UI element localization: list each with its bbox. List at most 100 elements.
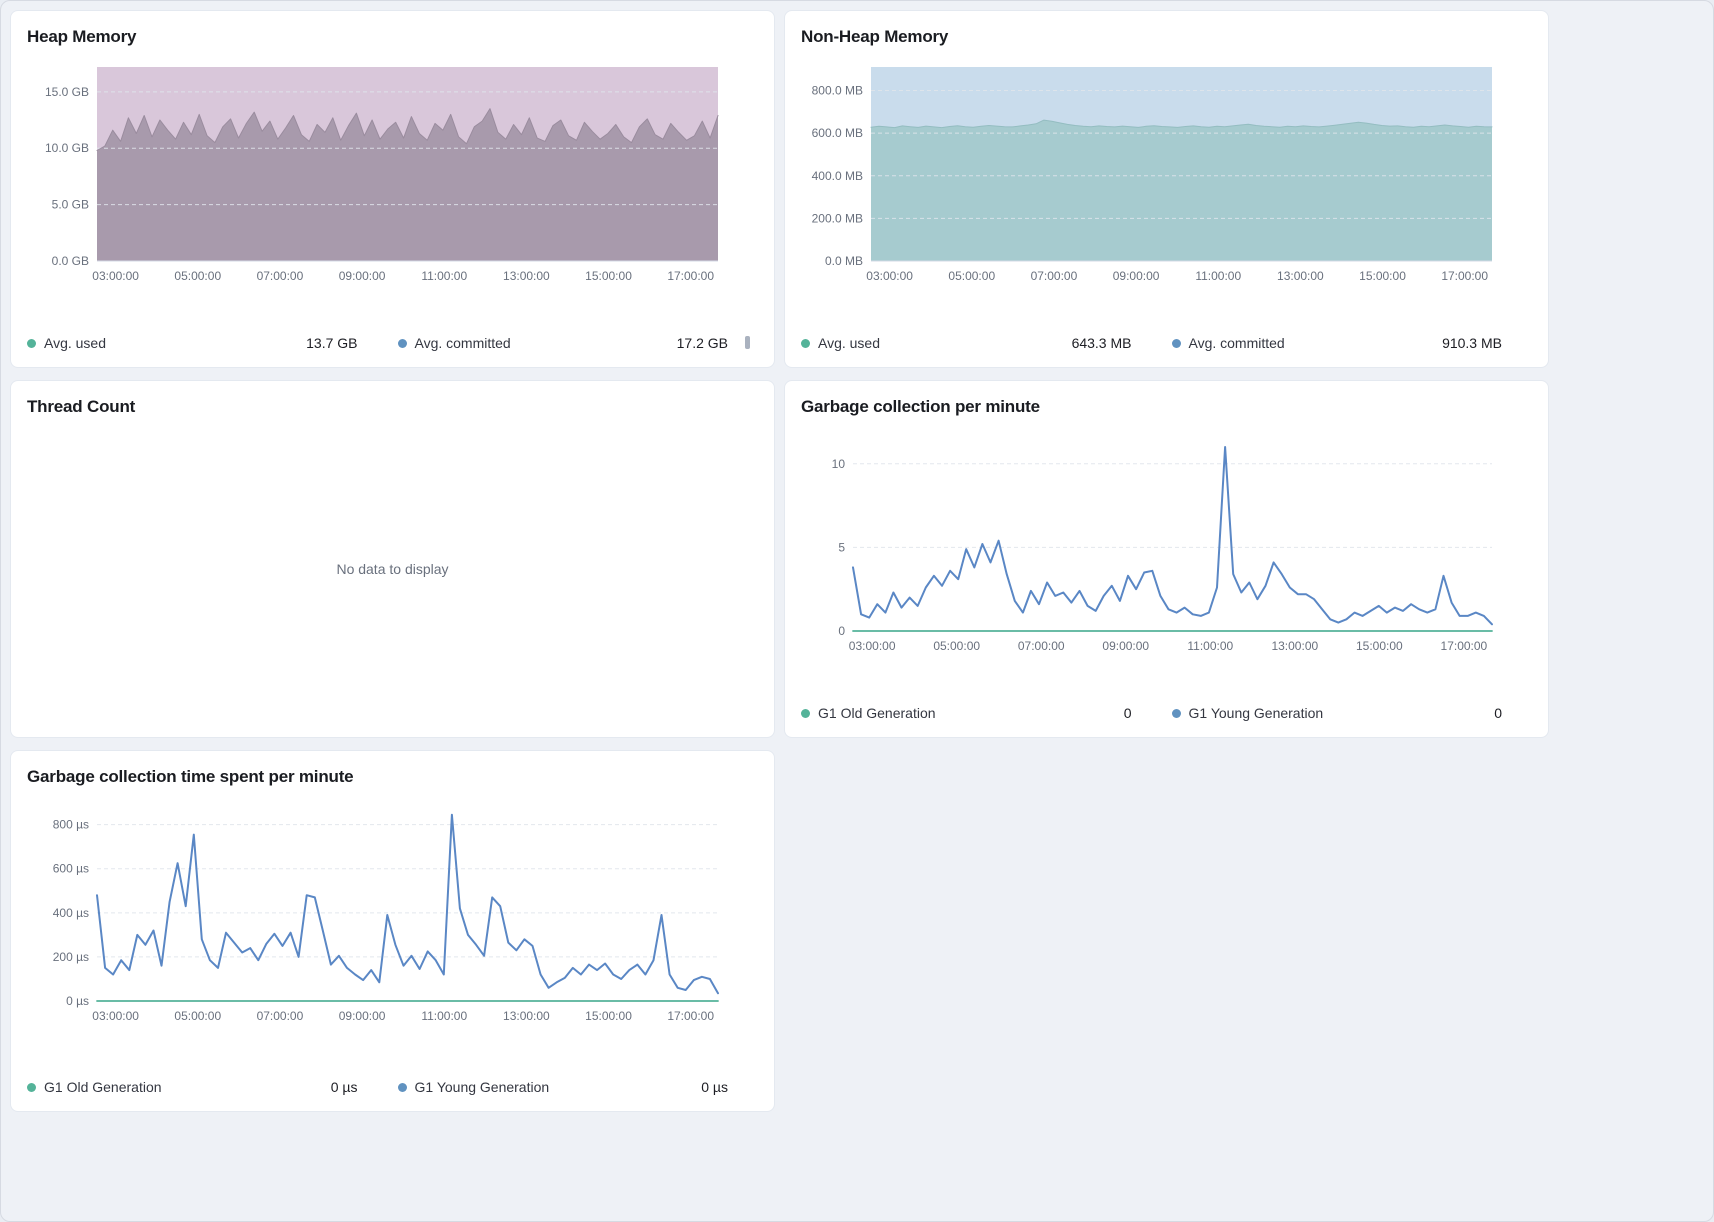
svg-text:13:00:00: 13:00:00	[503, 1009, 550, 1023]
svg-text:15:00:00: 15:00:00	[585, 1009, 632, 1023]
legend-label: G1 Young Generation	[1188, 705, 1324, 721]
svg-text:5.0 GB: 5.0 GB	[52, 198, 89, 212]
svg-text:05:00:00: 05:00:00	[174, 269, 221, 283]
legend-item-avg-committed[interactable]: Avg. committed 17.2 GB	[397, 335, 728, 351]
svg-text:07:00:00: 07:00:00	[257, 1009, 304, 1023]
legend-item-avg-committed[interactable]: Avg. committed 910.3 MB	[1171, 335, 1502, 351]
panel-title-non-heap-memory: Non-Heap Memory	[801, 27, 949, 46]
panel-title-gc-per-minute: Garbage collection per minute	[801, 397, 1040, 416]
legend-scrollbar[interactable]	[745, 336, 750, 349]
legend-dot-icon	[27, 1082, 36, 1092]
svg-text:07:00:00: 07:00:00	[257, 269, 304, 283]
svg-text:11:00:00: 11:00:00	[1187, 639, 1233, 653]
dashboard-grid: Heap Memory 0.0 GB 5.0 GB 10.0 GB 15.0 GB 03…	[10, 10, 1704, 1112]
svg-text:0.0 MB: 0.0 MB	[825, 254, 863, 268]
svg-text:800.0 MB: 800.0 MB	[812, 84, 863, 98]
legend-gc-time-spent: G1 Old Generation 0 µs G1 Young Generati…	[27, 1079, 758, 1095]
panel-title-gc-time-spent: Garbage collection time spent per minute	[27, 767, 354, 786]
svg-text:17:00:00: 17:00:00	[667, 1009, 714, 1023]
legend-value: 17.2 GB	[676, 335, 728, 351]
svg-text:13:00:00: 13:00:00	[503, 269, 550, 283]
svg-text:15.0 GB: 15.0 GB	[45, 85, 89, 99]
svg-text:03:00:00: 03:00:00	[92, 1009, 139, 1023]
legend-item-g1-old-generation[interactable]: G1 Old Generation 0	[801, 705, 1132, 721]
svg-text:09:00:00: 09:00:00	[339, 1009, 386, 1023]
legend-dot-icon	[801, 708, 810, 718]
panel-gc-per-minute: Garbage collection per minute 0 5 10 03:00:…	[784, 380, 1549, 738]
panel-title-heap-memory: Heap Memory	[27, 27, 137, 46]
legend-value: 0 µs	[330, 1079, 358, 1095]
legend-gc-per-minute: G1 Old Generation 0 G1 Young Generation …	[801, 705, 1532, 721]
legend-value: 0	[1123, 705, 1132, 721]
svg-text:600 µs: 600 µs	[53, 862, 89, 876]
legend-value: 13.7 GB	[306, 335, 358, 351]
svg-text:400 µs: 400 µs	[53, 906, 89, 920]
legend-label: G1 Old Generation	[44, 1079, 162, 1095]
svg-text:400.0 MB: 400.0 MB	[812, 169, 863, 183]
svg-text:200 µs: 200 µs	[53, 950, 89, 964]
svg-text:15:00:00: 15:00:00	[1359, 269, 1406, 283]
svg-text:10.0 GB: 10.0 GB	[45, 141, 89, 155]
legend-non-heap: Avg. used 643.3 MB Avg. committed 910.3 …	[801, 335, 1532, 351]
svg-text:03:00:00: 03:00:00	[92, 269, 139, 283]
svg-text:09:00:00: 09:00:00	[1102, 639, 1149, 653]
svg-text:09:00:00: 09:00:00	[1113, 269, 1160, 283]
gc-time-spent-chart[interactable]: 0 µs 200 µs 400 µs 600 µs 800 µs 03:00:00 05:0…	[27, 797, 760, 1029]
svg-text:13:00:00: 13:00:00	[1277, 269, 1324, 283]
svg-text:07:00:00: 07:00:00	[1031, 269, 1078, 283]
svg-text:600.0 MB: 600.0 MB	[812, 126, 863, 140]
svg-text:0: 0	[838, 624, 845, 638]
legend-label: G1 Young Generation	[414, 1079, 550, 1095]
svg-text:17:00:00: 17:00:00	[667, 269, 714, 283]
svg-text:800 µs: 800 µs	[53, 818, 89, 832]
legend-heap: Avg. used 13.7 GB Avg. committed 17.2 GB	[27, 335, 758, 351]
legend-value: 0 µs	[701, 1079, 728, 1095]
legend-item-avg-used[interactable]: Avg. used 13.7 GB	[27, 335, 358, 351]
svg-text:05:00:00: 05:00:00	[174, 1009, 221, 1023]
non-heap-memory-chart[interactable]: 0.0 MB 200.0 MB 400.0 MB 600.0 MB 800.0 MB 03…	[801, 57, 1534, 289]
svg-text:15:00:00: 15:00:00	[585, 269, 632, 283]
legend-label: G1 Old Generation	[818, 705, 936, 721]
panel-thread-count: Thread Count No data to display	[10, 380, 775, 738]
legend-value: 0	[1494, 705, 1502, 721]
svg-text:13:00:00: 13:00:00	[1271, 639, 1318, 653]
svg-text:17:00:00: 17:00:00	[1441, 269, 1488, 283]
legend-label: Avg. committed	[414, 335, 511, 351]
heap-memory-chart[interactable]: 0.0 GB 5.0 GB 10.0 GB 15.0 GB 03:00:00 05:00:…	[27, 57, 760, 289]
svg-text:11:00:00: 11:00:00	[421, 1009, 467, 1023]
svg-text:5: 5	[838, 540, 845, 554]
svg-text:07:00:00: 07:00:00	[1018, 639, 1065, 653]
svg-text:0.0 GB: 0.0 GB	[52, 254, 89, 268]
legend-item-g1-young-generation[interactable]: G1 Young Generation 0	[1171, 705, 1502, 721]
legend-value: 643.3 MB	[1071, 335, 1132, 351]
svg-text:15:00:00: 15:00:00	[1356, 639, 1403, 653]
svg-text:03:00:00: 03:00:00	[866, 269, 913, 283]
svg-text:200.0 MB: 200.0 MB	[812, 211, 863, 225]
panel-gc-time-spent: Garbage collection time spent per minute…	[10, 750, 775, 1112]
legend-value: 910.3 MB	[1442, 335, 1502, 351]
gc-per-minute-chart[interactable]: 0 5 10 03:00:00 05:00:00 07:00:00 09:00:00 11:0…	[801, 427, 1534, 659]
legend-dot-icon	[1171, 338, 1181, 348]
svg-text:11:00:00: 11:00:00	[1195, 269, 1241, 283]
svg-text:0 µs: 0 µs	[66, 994, 89, 1008]
legend-dot-icon	[801, 338, 810, 348]
svg-text:11:00:00: 11:00:00	[421, 269, 467, 283]
legend-item-g1-old-generation[interactable]: G1 Old Generation 0 µs	[27, 1079, 358, 1095]
legend-dot-icon	[27, 338, 36, 348]
legend-label: Avg. used	[818, 335, 881, 351]
legend-label: Avg. committed	[1188, 335, 1285, 351]
svg-text:09:00:00: 09:00:00	[339, 269, 386, 283]
no-data-message: No data to display	[336, 561, 449, 577]
legend-dot-icon	[1171, 708, 1181, 718]
panel-heap-memory: Heap Memory 0.0 GB 5.0 GB 10.0 GB 15.0 GB 03…	[10, 10, 775, 368]
panel-title-thread-count: Thread Count	[27, 397, 136, 416]
legend-dot-icon	[397, 338, 407, 348]
svg-text:17:00:00: 17:00:00	[1441, 639, 1488, 653]
legend-label: Avg. used	[44, 335, 107, 351]
legend-item-avg-used[interactable]: Avg. used 643.3 MB	[801, 335, 1132, 351]
legend-dot-icon	[397, 1082, 407, 1092]
svg-text:10: 10	[832, 457, 846, 471]
svg-text:05:00:00: 05:00:00	[948, 269, 995, 283]
legend-item-g1-young-generation[interactable]: G1 Young Generation 0 µs	[397, 1079, 728, 1095]
